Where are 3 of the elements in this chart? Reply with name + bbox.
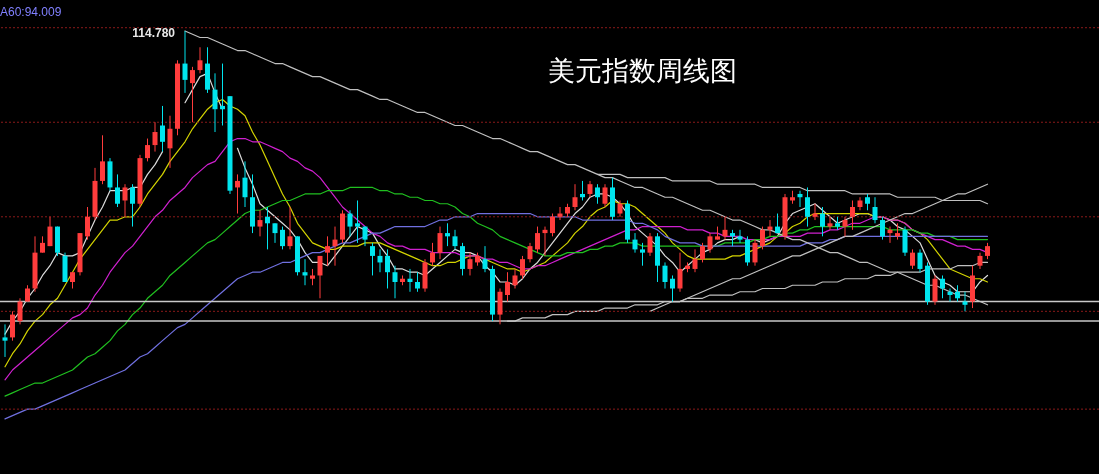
annotation: 114.780 (132, 25, 176, 40)
text: 美元指数周线图 (548, 56, 737, 86)
text: A60:94.009 (0, 5, 62, 19)
